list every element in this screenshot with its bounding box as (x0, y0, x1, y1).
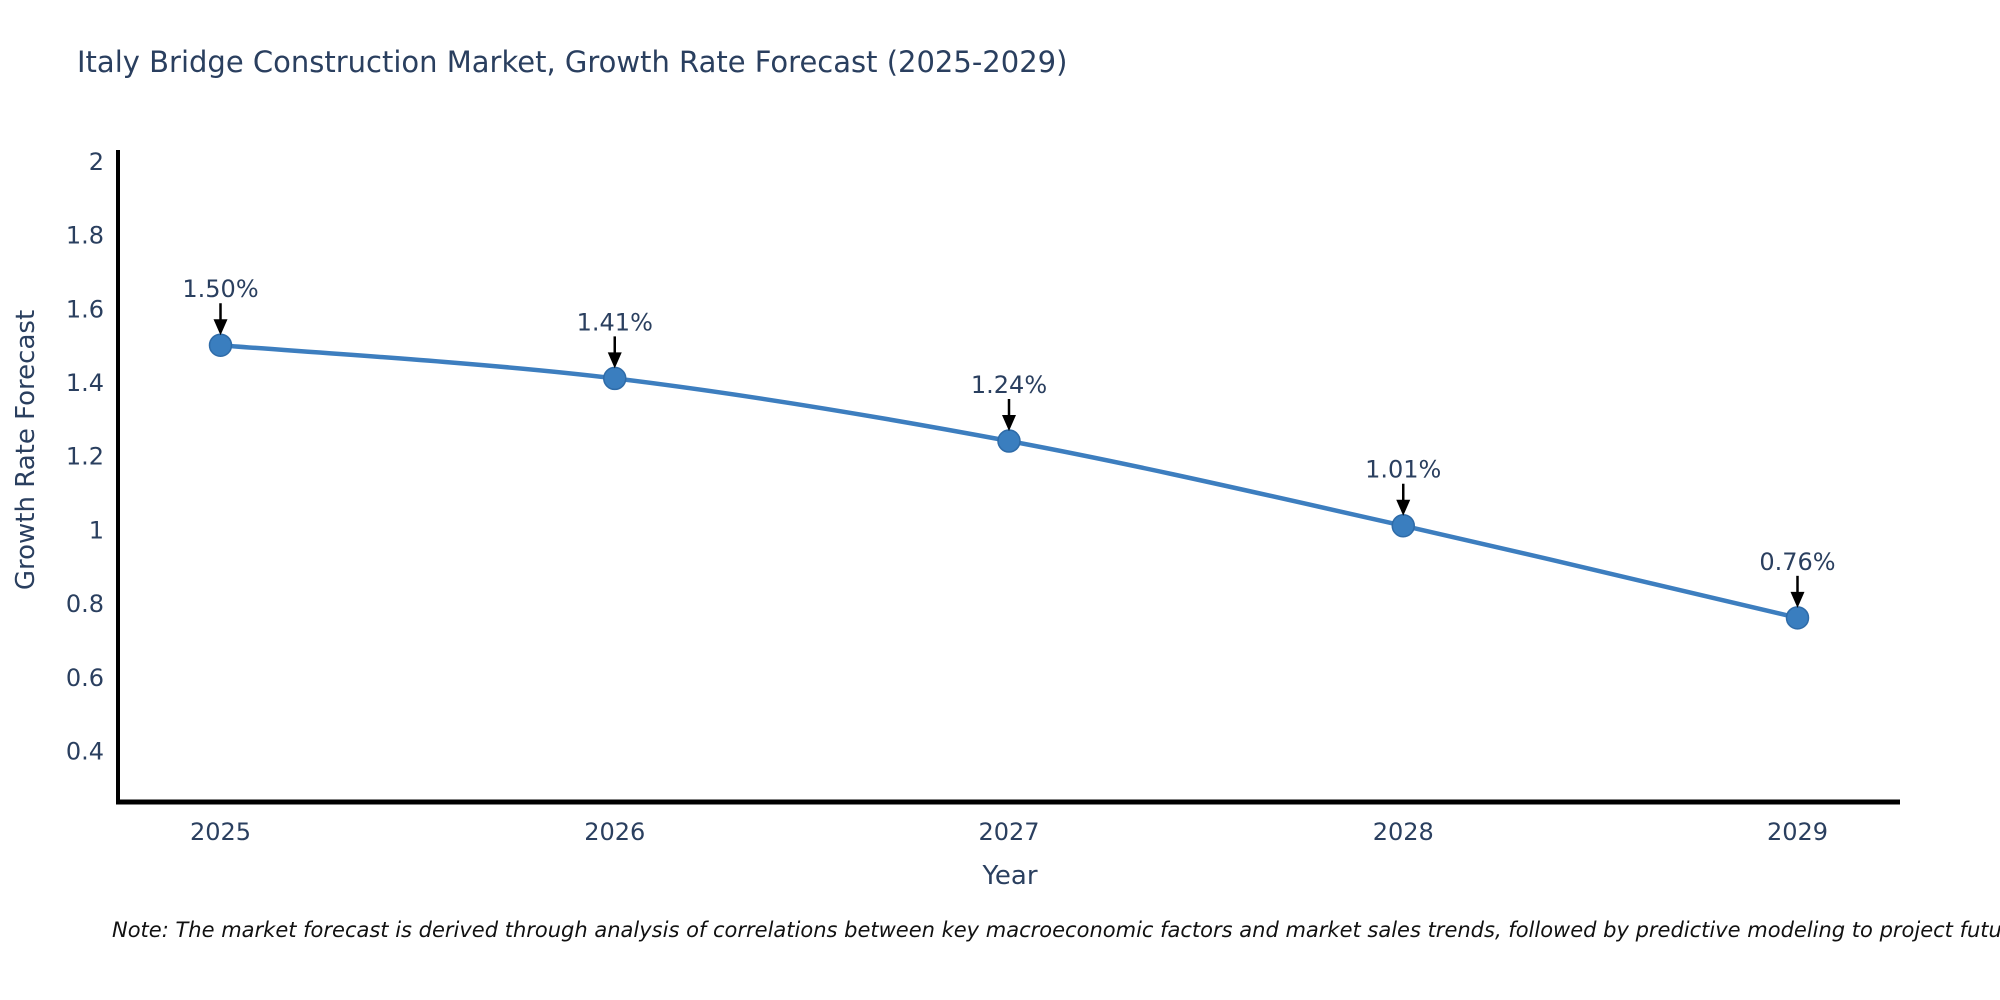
x-tick-label: 2029 (1767, 818, 1828, 846)
data-point-2025[interactable] (208, 333, 233, 357)
chart-title: Italy Bridge Construction Market, Growth… (77, 45, 1068, 79)
y-tick-label: 0.4 (66, 737, 104, 765)
annotation-arrowhead (1002, 415, 1016, 432)
annotation-arrowhead (607, 352, 622, 369)
data-label: 1.24% (971, 371, 1047, 399)
y-tick-label: 1.8 (66, 222, 104, 250)
y-axis-title: Growth Rate Forecast (11, 309, 41, 591)
y-tick-label: 0.8 (66, 590, 104, 618)
data-point-2029[interactable] (1785, 606, 1810, 630)
x-tick-label: 2028 (1373, 818, 1434, 846)
annotation-arrowhead (1790, 591, 1805, 608)
data-label: 1.50% (182, 275, 258, 303)
data-point-2027[interactable] (997, 429, 1021, 453)
y-tick-label: 1.6 (66, 295, 104, 323)
data-label: 1.01% (1365, 456, 1441, 484)
y-tick-label: 1.4 (66, 369, 104, 397)
x-tick-label: 2025 (190, 818, 251, 846)
footnote: Note: The market forecast is derived thr… (112, 918, 2000, 942)
y-tick-label: 1.2 (66, 443, 104, 471)
data-label: 1.41% (577, 308, 653, 336)
annotation-arrowhead (1396, 499, 1411, 516)
x-axis-title: Year (982, 861, 1038, 891)
y-tick-label: 2 (89, 148, 104, 176)
data-point-2028[interactable] (1391, 513, 1415, 538)
data-label: 0.76% (1759, 548, 1835, 576)
y-tick-label: 1 (89, 516, 104, 544)
annotation-arrowhead (213, 319, 228, 336)
y-tick-label: 0.6 (66, 664, 104, 692)
x-tick-label: 2027 (978, 818, 1039, 846)
x-tick-label: 2026 (584, 818, 645, 846)
data-point-2026[interactable] (603, 366, 627, 391)
